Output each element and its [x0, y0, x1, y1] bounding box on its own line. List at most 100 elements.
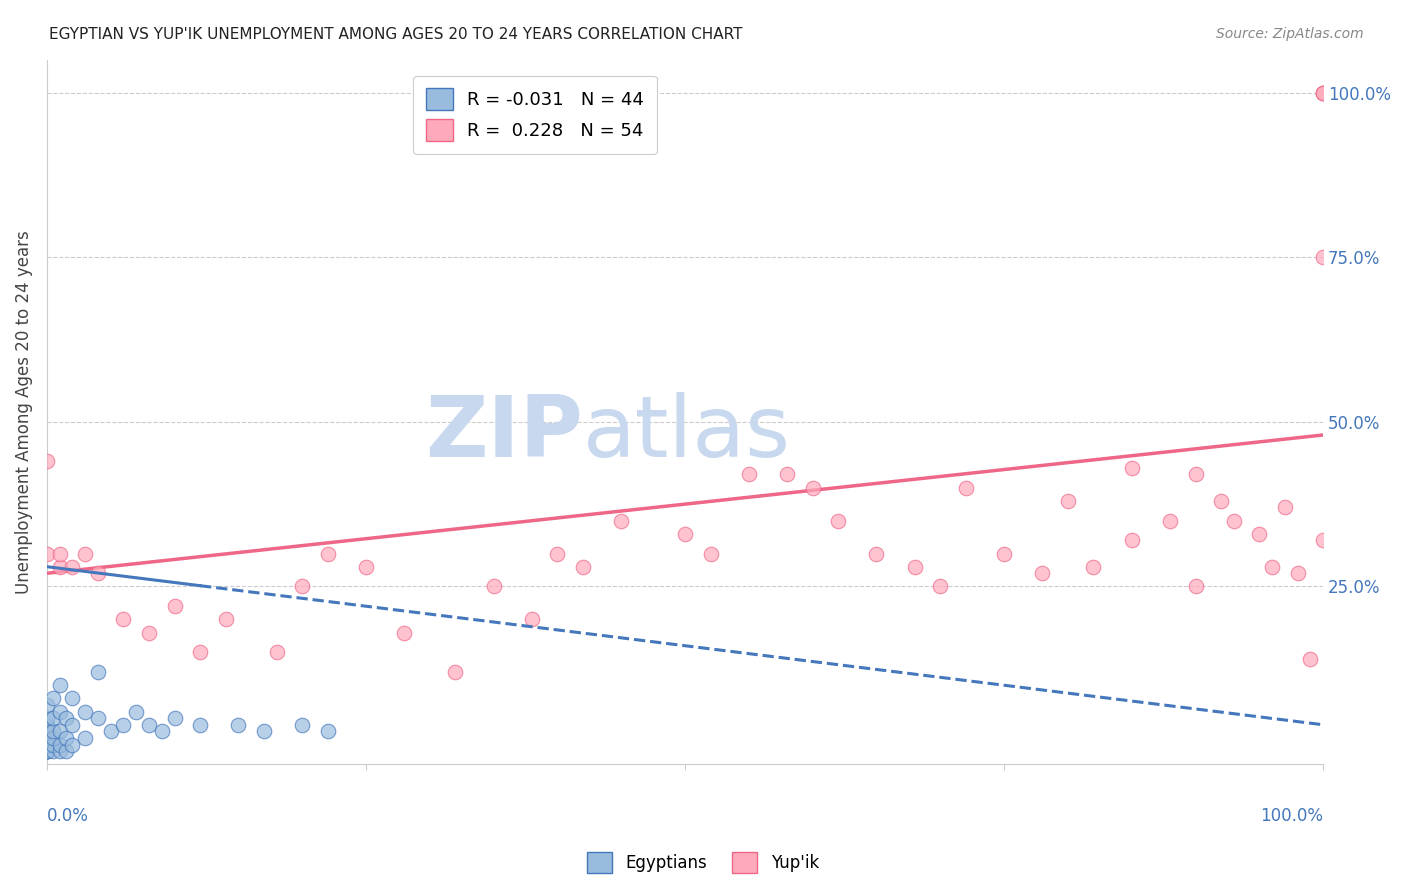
- Point: [316, 547, 339, 561]
- Point: [993, 547, 1015, 561]
- Point: [35, 724, 58, 739]
- Y-axis label: Unemployment Among Ages 20 to 24 years: Unemployment Among Ages 20 to 24 years: [15, 230, 32, 594]
- Point: [75, 705, 97, 719]
- Point: [354, 559, 377, 574]
- Point: [35, 744, 58, 758]
- Point: [35, 711, 58, 725]
- Point: [444, 665, 467, 679]
- Point: [904, 559, 927, 574]
- Point: [55, 744, 77, 758]
- Point: [42, 691, 65, 706]
- Point: [1031, 566, 1053, 581]
- Point: [827, 514, 849, 528]
- Point: [48, 559, 70, 574]
- Point: [62, 738, 84, 752]
- Legend: R = -0.031   N = 44, R =  0.228   N = 54: R = -0.031 N = 44, R = 0.228 N = 54: [413, 76, 657, 154]
- Point: [1312, 250, 1334, 264]
- Point: [1312, 533, 1334, 548]
- Text: 0.0%: 0.0%: [46, 806, 89, 824]
- Point: [112, 718, 135, 732]
- Point: [35, 718, 58, 732]
- Point: [35, 738, 58, 752]
- Point: [35, 454, 58, 468]
- Point: [1159, 514, 1181, 528]
- Point: [35, 731, 58, 745]
- Point: [1121, 461, 1143, 475]
- Point: [35, 744, 58, 758]
- Point: [48, 678, 70, 692]
- Point: [42, 744, 65, 758]
- Text: EGYPTIAN VS YUP'IK UNEMPLOYMENT AMONG AGES 20 TO 24 YEARS CORRELATION CHART: EGYPTIAN VS YUP'IK UNEMPLOYMENT AMONG AG…: [49, 27, 742, 42]
- Point: [1299, 652, 1322, 666]
- Point: [673, 526, 696, 541]
- Point: [75, 547, 97, 561]
- Point: [55, 711, 77, 725]
- Point: [1223, 514, 1246, 528]
- Text: ZIP: ZIP: [425, 392, 583, 475]
- Point: [42, 724, 65, 739]
- Point: [776, 467, 799, 482]
- Point: [48, 705, 70, 719]
- Point: [1312, 86, 1334, 100]
- Point: [150, 724, 173, 739]
- Point: [865, 547, 887, 561]
- Point: [801, 481, 824, 495]
- Point: [394, 625, 416, 640]
- Point: [35, 744, 58, 758]
- Point: [87, 711, 110, 725]
- Point: [163, 599, 186, 614]
- Point: [1057, 493, 1080, 508]
- Point: [214, 612, 236, 626]
- Point: [125, 705, 148, 719]
- Point: [48, 744, 70, 758]
- Point: [163, 711, 186, 725]
- Point: [699, 547, 721, 561]
- Point: [62, 559, 84, 574]
- Point: [228, 718, 250, 732]
- Point: [955, 481, 977, 495]
- Point: [316, 724, 339, 739]
- Text: 100.0%: 100.0%: [1260, 806, 1323, 824]
- Point: [62, 718, 84, 732]
- Point: [929, 579, 952, 593]
- Point: [572, 559, 595, 574]
- Point: [738, 467, 761, 482]
- Point: [188, 718, 211, 732]
- Point: [42, 731, 65, 745]
- Point: [291, 718, 314, 732]
- Point: [1312, 86, 1334, 100]
- Point: [1184, 467, 1206, 482]
- Point: [35, 698, 58, 712]
- Text: atlas: atlas: [583, 392, 792, 475]
- Point: [482, 579, 505, 593]
- Point: [138, 625, 160, 640]
- Point: [55, 731, 77, 745]
- Point: [520, 612, 543, 626]
- Point: [42, 738, 65, 752]
- Point: [35, 738, 58, 752]
- Point: [266, 645, 288, 659]
- Point: [1274, 500, 1296, 515]
- Point: [62, 691, 84, 706]
- Point: [1286, 566, 1309, 581]
- Point: [35, 744, 58, 758]
- Point: [35, 547, 58, 561]
- Point: [1261, 559, 1284, 574]
- Point: [253, 724, 276, 739]
- Point: [1312, 86, 1334, 100]
- Text: Source: ZipAtlas.com: Source: ZipAtlas.com: [1216, 27, 1364, 41]
- Point: [87, 665, 110, 679]
- Point: [87, 566, 110, 581]
- Point: [35, 744, 58, 758]
- Point: [100, 724, 122, 739]
- Point: [75, 731, 97, 745]
- Point: [1184, 579, 1206, 593]
- Point: [48, 738, 70, 752]
- Point: [1209, 493, 1232, 508]
- Point: [48, 724, 70, 739]
- Legend: Egyptians, Yup'ik: Egyptians, Yup'ik: [581, 846, 825, 880]
- Point: [188, 645, 211, 659]
- Point: [1121, 533, 1143, 548]
- Point: [291, 579, 314, 593]
- Point: [1083, 559, 1105, 574]
